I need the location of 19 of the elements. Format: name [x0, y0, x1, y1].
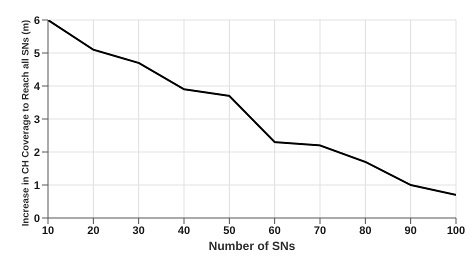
x-axis-title: Number of SNs [208, 239, 296, 253]
y-tick-label: 1 [34, 180, 40, 192]
x-tick-label: 20 [87, 224, 100, 237]
y-axis-title: Increase in CH Coverage to Reach all SNs (m) [20, 20, 32, 226]
x-tick-label: 90 [404, 224, 417, 237]
x-tick-label: 40 [178, 224, 190, 237]
y-tick-label: 2 [34, 146, 40, 159]
y-tick-label: 3 [34, 114, 40, 126]
x-tick-label: 30 [132, 224, 145, 237]
y-tick-label: 0 [34, 212, 40, 225]
x-tick-label: 50 [223, 224, 236, 237]
y-tick-label: 6 [34, 14, 40, 27]
x-tick-label: 60 [268, 224, 281, 237]
y-tick-label: 5 [34, 48, 40, 60]
y-tick-label: 4 [34, 80, 41, 93]
x-tick-label: 10 [42, 224, 54, 237]
x-tick-label: 100 [446, 224, 466, 237]
x-tick-label: 70 [314, 224, 326, 237]
x-tick-label: 80 [359, 224, 372, 237]
